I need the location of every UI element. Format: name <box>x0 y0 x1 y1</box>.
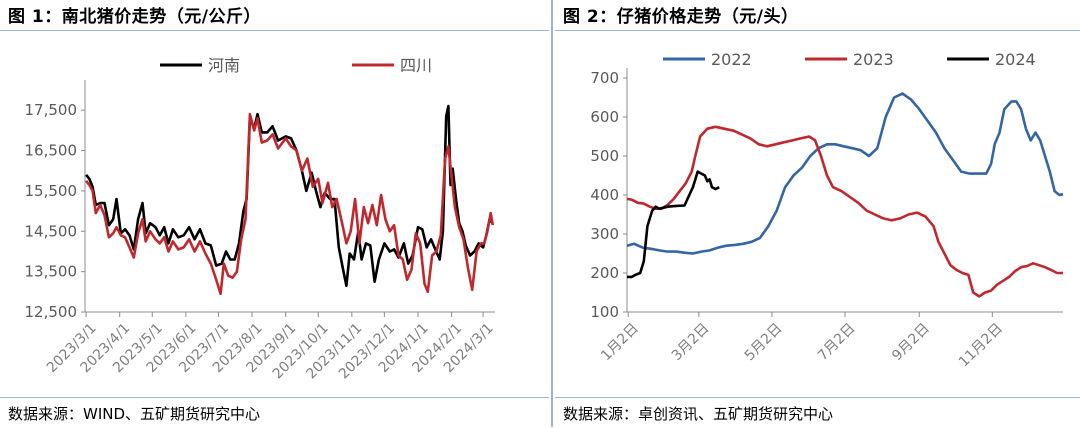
figure-2-panel: 图 2：仔猪价格走势（元/头） 100 200 300 400 500 600 700 1月2… <box>555 0 1080 427</box>
series-line-1 <box>85 112 495 296</box>
figure-1-panel: 图 1：南北猪价走势（元/公斤） 12,500 13,500 14,500 15,50… <box>0 0 549 428</box>
x-tick-label: 5月2日 <box>742 320 786 364</box>
figure-2-title-bar: 图 2：仔猪价格走势（元/头） <box>555 0 1080 31</box>
figure-1-title-bar: 图 1：南北猪价走势（元/公斤） <box>0 0 549 31</box>
series-line-1 <box>626 125 1063 298</box>
legend-label-1: 2023 <box>853 50 894 69</box>
figure-1-title: 图 1：南北猪价走势（元/公斤） <box>8 7 261 27</box>
y-tick-label: 13,500 <box>25 263 78 281</box>
series-line-0 <box>626 92 1064 255</box>
y-tick-label: 100 <box>590 303 619 321</box>
legend-label-1: 四川 <box>400 56 432 75</box>
figure-1-source-bar: 数据来源：WIND、五矿期货研究中心 <box>0 397 549 428</box>
x-tick-label: 1月2日 <box>598 320 642 364</box>
x-tick-label: 3月2日 <box>669 320 713 364</box>
legend-label-2: 2024 <box>995 50 1036 69</box>
figure-2-source: 数据来源：卓创资讯、五矿期货研究中心 <box>563 405 834 423</box>
figure-2-source-bar: 数据来源：卓创资讯、五矿期货研究中心 <box>555 397 1080 428</box>
y-tick-label: 400 <box>590 186 619 204</box>
y-tick-label: 300 <box>590 225 619 243</box>
legend-label-0: 河南 <box>208 56 240 75</box>
legend-label-0: 2022 <box>711 50 752 69</box>
y-tick-label: 200 <box>590 264 619 282</box>
y-tick-label: 14,500 <box>25 222 78 240</box>
y-tick-label: 500 <box>590 147 619 165</box>
hog-price-chart: 12,50013,50014,50015,50016,50017,5002023… <box>25 56 497 382</box>
x-tick-label: 7月2日 <box>815 320 859 364</box>
figure-2-title: 图 2：仔猪价格走势（元/头） <box>563 7 799 27</box>
y-tick-label: 15,500 <box>25 182 78 200</box>
y-tick-label: 12,500 <box>25 303 78 321</box>
panel-divider <box>551 0 553 427</box>
y-tick-label: 17,500 <box>25 101 78 119</box>
series-line-2 <box>627 170 720 279</box>
y-tick-label: 600 <box>590 108 619 126</box>
x-tick-label: 11月2日 <box>956 320 1006 370</box>
y-tick-label: 700 <box>590 69 619 87</box>
figure-1-source: 数据来源：WIND、五矿期货研究中心 <box>8 405 261 423</box>
piglet-price-chart: 100 200 300 400 500 600 700 1月2日 3月2日 5月2日 7月2日 9月2… <box>590 50 1064 370</box>
x-tick-label: 9月2日 <box>889 320 933 364</box>
y-tick-label: 16,500 <box>25 142 78 160</box>
